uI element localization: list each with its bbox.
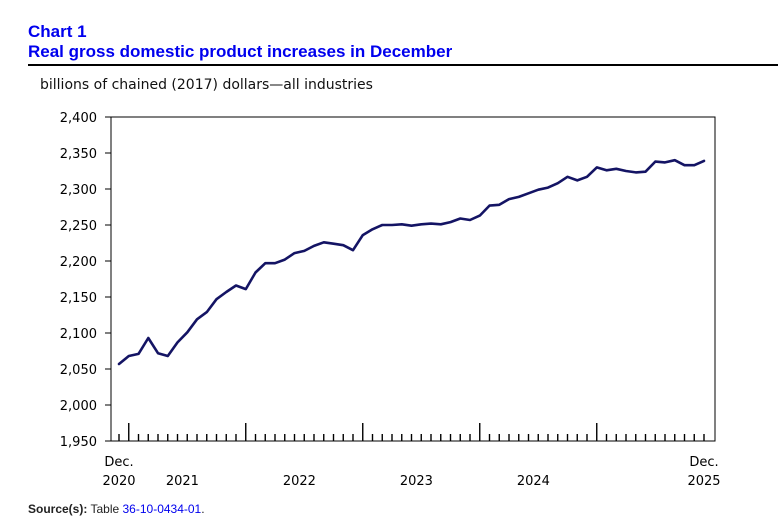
- source-text: Table: [90, 502, 120, 516]
- y-tick-label: 2,100: [60, 327, 97, 342]
- x-tick-label-month: Dec.: [104, 455, 133, 470]
- source-label: Source(s):: [28, 502, 88, 516]
- chart-title: Real gross domestic product increases in…: [28, 42, 453, 61]
- y-tick-label: 2,400: [60, 111, 97, 126]
- y-tick-label: 2,350: [60, 147, 97, 162]
- chart-number: Chart 1: [28, 22, 87, 41]
- series-line-gdp: [117, 158, 706, 366]
- y-tick-label: 2,000: [60, 399, 97, 414]
- source-table-link[interactable]: 36-10-0434-01: [122, 502, 202, 516]
- x-tick-label-month: Dec.: [689, 455, 718, 470]
- title-block: Chart 1 Real gross domestic product incr…: [28, 22, 452, 62]
- y-tick-label: 2,150: [60, 291, 97, 306]
- y-tick-label: 2,050: [60, 363, 97, 378]
- x-tick-label-year: 2024: [517, 474, 550, 489]
- title-rule: [28, 64, 778, 66]
- y-tick-label: 1,950: [60, 435, 97, 450]
- x-tick-label-year: 2023: [400, 474, 433, 489]
- plot-frame: [110, 116, 716, 442]
- y-tick-label: 2,200: [60, 255, 97, 270]
- y-axis-unit-label: billions of chained (2017) dollars—all i…: [40, 77, 373, 93]
- x-tick-label-year: 2022: [283, 474, 316, 489]
- y-tick-label: 2,300: [60, 183, 97, 198]
- x-tick-label-year: 2025: [687, 474, 720, 489]
- x-tick-label-year: 2021: [166, 474, 199, 489]
- source-note: Source(s): Table 36-10-0434-01.: [28, 502, 205, 516]
- source-suffix: .: [201, 502, 205, 516]
- y-tick-label: 2,250: [60, 219, 97, 234]
- x-tick-label-year: 2020: [102, 474, 135, 489]
